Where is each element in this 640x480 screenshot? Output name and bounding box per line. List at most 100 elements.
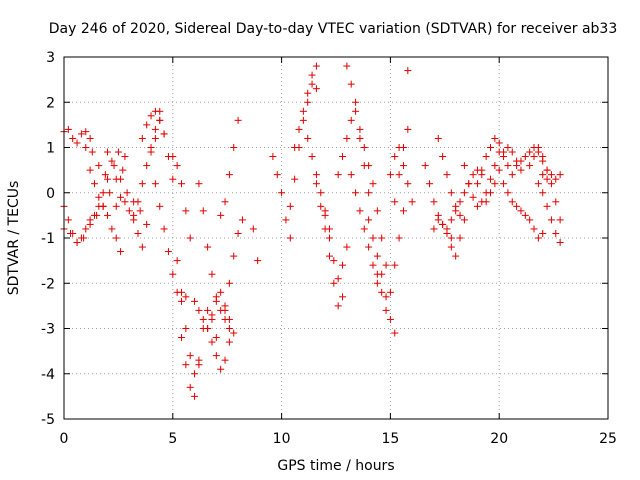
data-point	[282, 216, 290, 224]
data-point	[291, 144, 299, 151]
data-point	[486, 189, 494, 197]
data-point	[147, 148, 155, 156]
data-point	[212, 334, 220, 342]
data-point	[482, 198, 490, 206]
data-point	[556, 239, 564, 247]
data-point	[67, 229, 75, 237]
data-point	[208, 270, 216, 278]
data-point	[386, 171, 394, 179]
data-point	[460, 216, 468, 224]
data-point	[90, 180, 98, 188]
y-tick-label: 1	[46, 141, 55, 157]
data-point	[234, 116, 242, 124]
data-point	[95, 162, 103, 170]
data-point	[495, 139, 503, 147]
data-point	[204, 243, 212, 251]
data-point	[343, 134, 351, 142]
data-point	[99, 202, 107, 210]
data-point	[321, 211, 329, 219]
data-point	[378, 288, 386, 296]
data-point	[208, 338, 216, 346]
data-point	[178, 334, 186, 342]
data-point	[491, 162, 499, 170]
data-point	[339, 261, 347, 269]
data-point	[182, 361, 190, 369]
data-point	[426, 180, 434, 188]
data-point	[373, 207, 381, 215]
data-point	[556, 216, 564, 224]
data-point	[191, 392, 199, 400]
data-point	[356, 134, 364, 142]
data-point	[452, 252, 460, 260]
data-point	[495, 166, 503, 174]
data-point	[460, 189, 468, 197]
data-point	[186, 234, 194, 242]
data-point	[547, 180, 555, 188]
data-point	[123, 189, 131, 197]
x-tick-label: 0	[60, 431, 69, 447]
data-point	[234, 229, 242, 237]
data-point	[64, 216, 72, 224]
data-point	[308, 153, 316, 161]
data-point	[469, 193, 477, 201]
data-point	[173, 257, 181, 265]
data-point	[308, 80, 316, 88]
data-point	[208, 311, 216, 319]
data-point	[93, 211, 101, 219]
data-point	[526, 162, 534, 170]
y-tick-label: -5	[41, 412, 55, 428]
data-point	[456, 198, 464, 206]
chart-title: Day 246 of 2020, Sidereal Day-to-day VTE…	[49, 21, 618, 37]
data-point	[330, 257, 338, 265]
data-point	[295, 125, 303, 133]
data-point	[504, 189, 512, 197]
data-point	[182, 325, 190, 332]
data-point	[491, 134, 499, 142]
data-point	[160, 225, 168, 233]
data-point	[88, 148, 96, 156]
axis-ticks	[63, 56, 609, 420]
y-tick-label: -4	[41, 367, 55, 383]
data-point	[238, 216, 246, 224]
data-point	[430, 225, 438, 233]
grid-lines	[64, 57, 608, 419]
x-tick-labels: 0 5 10 15 20 25	[60, 431, 617, 447]
data-point	[508, 148, 516, 156]
data-point	[473, 202, 481, 210]
data-point	[321, 225, 329, 233]
data-point	[86, 220, 94, 228]
data-point	[486, 175, 494, 183]
data-point	[517, 166, 525, 174]
data-point	[104, 148, 112, 156]
data-point	[204, 325, 212, 332]
data-point	[404, 67, 412, 75]
data-point	[356, 125, 364, 133]
data-point	[504, 162, 512, 170]
data-point	[112, 202, 120, 210]
data-point	[552, 175, 560, 183]
data-point	[447, 243, 455, 251]
data-point	[543, 175, 551, 183]
data-point	[539, 153, 547, 161]
data-point	[143, 121, 151, 129]
data-point	[212, 352, 220, 360]
y-tick-label: -3	[41, 322, 55, 338]
data-point	[469, 171, 477, 179]
data-point	[221, 306, 229, 314]
data-point	[356, 207, 364, 215]
data-point	[164, 248, 172, 256]
data-point	[334, 171, 342, 179]
data-point	[517, 207, 525, 215]
data-point	[399, 162, 407, 170]
data-point	[112, 234, 120, 242]
data-point	[151, 180, 159, 188]
x-tick-label: 25	[599, 431, 617, 447]
data-point	[278, 189, 286, 197]
data-point	[204, 306, 212, 314]
data-point	[69, 134, 77, 142]
data-point	[543, 202, 551, 210]
data-point	[534, 144, 542, 151]
data-point	[156, 202, 164, 210]
data-point	[539, 229, 547, 237]
data-point	[534, 180, 542, 188]
